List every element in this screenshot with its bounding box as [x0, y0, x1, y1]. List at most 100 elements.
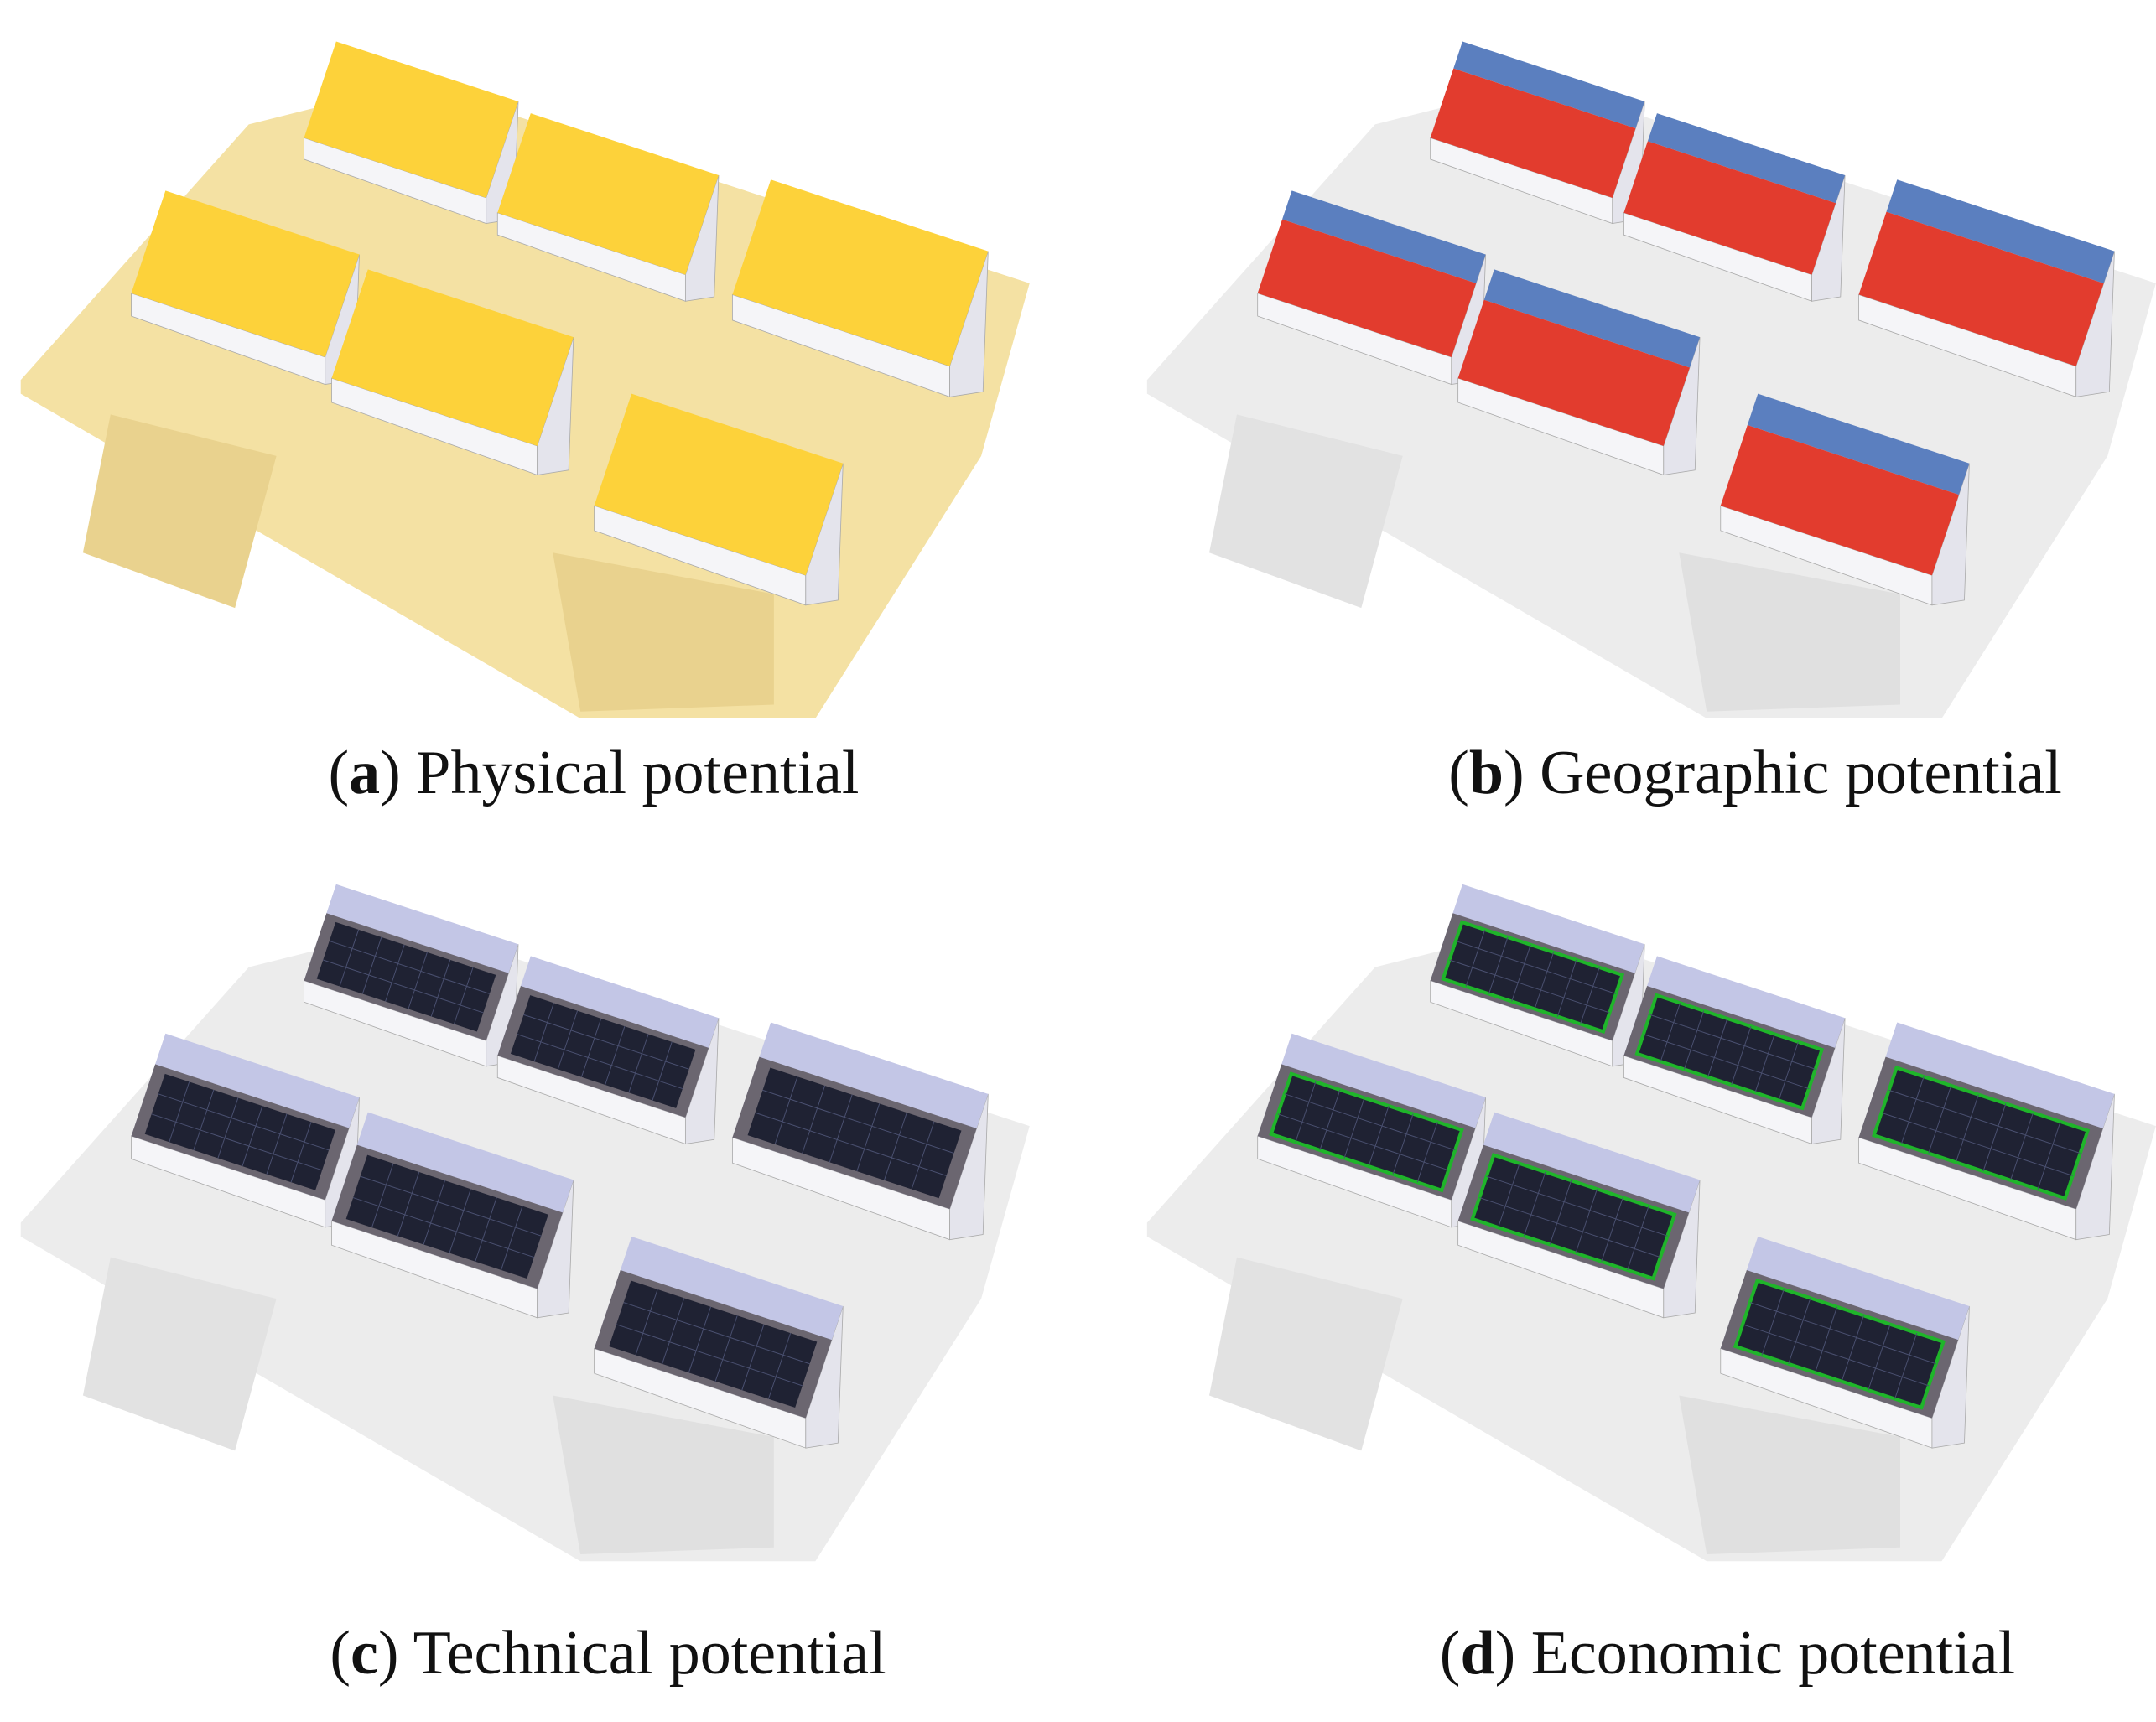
panel-grid — [408, 952, 428, 1009]
panel-grid — [1868, 1324, 1891, 1391]
roof — [131, 190, 360, 357]
gable-wall — [2075, 251, 2115, 397]
panel-grid — [533, 1003, 554, 1062]
panel-grid — [616, 1324, 803, 1387]
panel-grid — [1284, 1093, 1456, 1151]
panel-grid — [829, 1094, 853, 1163]
panel-image — [20, 41, 1030, 718]
panel-grid — [1815, 1306, 1838, 1373]
panel-grid — [741, 1324, 765, 1391]
caption-text: ) Technical potential — [377, 1619, 886, 1688]
panel-grid — [1761, 1289, 1785, 1356]
panel-grid — [774, 1076, 798, 1145]
panel-grid — [454, 967, 474, 1024]
panel-grid — [1649, 1014, 1816, 1070]
yard — [1679, 1395, 1900, 1554]
panel-grid — [1627, 1206, 1649, 1271]
panel-grid — [1549, 1180, 1572, 1245]
caption-text: ) Geographic potential — [1504, 739, 2062, 807]
solar-array — [316, 921, 496, 1032]
roof-south — [1430, 68, 1636, 198]
roof-south — [1457, 299, 1690, 446]
panel-grid — [628, 1034, 649, 1093]
yard — [553, 1395, 774, 1554]
panel-grid — [361, 936, 382, 994]
panel-grid — [652, 1041, 673, 1101]
panel-grid — [1660, 1003, 1681, 1062]
paren-open: ( — [328, 739, 350, 807]
panel-grid — [1575, 1189, 1598, 1253]
yard — [553, 552, 774, 712]
panel-grid — [517, 1034, 683, 1090]
caption-c: (c) Technical potential — [330, 1618, 886, 1689]
panel-grid — [1888, 1089, 2081, 1154]
panel-grid — [1455, 940, 1617, 994]
panel-image — [1146, 884, 2156, 1562]
panel-grid — [323, 959, 484, 1014]
panel-grid — [1683, 1010, 1705, 1070]
panel-grid — [1277, 1113, 1449, 1171]
panel-grid — [339, 929, 360, 987]
panel-grid — [1841, 1315, 1864, 1382]
solar-array — [747, 1067, 962, 1199]
roof — [594, 393, 844, 576]
panel-grid — [662, 1298, 685, 1364]
panel-grid — [1556, 959, 1577, 1017]
panel-image — [1146, 41, 2156, 718]
roof-south — [1858, 211, 2104, 366]
panel-grid — [1343, 1097, 1365, 1159]
panel-grid — [242, 1105, 263, 1167]
panel-grid — [523, 1014, 689, 1070]
panel-grid — [1894, 1332, 1918, 1399]
panel-grid — [1982, 1103, 2007, 1172]
panel-grid — [856, 1103, 881, 1172]
panel-grid — [1488, 936, 1509, 994]
panel-grid — [688, 1306, 711, 1373]
panel-grid — [1416, 1122, 1438, 1183]
panel-grid — [1449, 959, 1610, 1014]
panel-grid — [1534, 952, 1555, 1009]
panel-grid — [193, 1089, 215, 1151]
panel-grid — [1486, 1175, 1668, 1237]
yard — [1209, 414, 1403, 609]
roof-north — [1747, 393, 1970, 495]
panel-letter: d — [1460, 1619, 1495, 1688]
panel-grid — [557, 1010, 579, 1070]
solar-array — [510, 995, 696, 1108]
paren-open: ( — [330, 1619, 351, 1688]
panel-grid — [605, 1026, 626, 1086]
yard — [82, 1257, 277, 1451]
panel-grid — [581, 1018, 602, 1077]
panel-grid — [290, 1122, 312, 1183]
panel-grid — [883, 1112, 907, 1180]
panel-grid — [2010, 1112, 2034, 1180]
panel-letter: a — [349, 739, 381, 807]
panel-grid — [1742, 1324, 1930, 1387]
gable-wall — [684, 1018, 720, 1145]
panel-grid — [1881, 1112, 2073, 1176]
paren-open: ( — [1439, 1619, 1461, 1688]
panel-grid — [158, 1093, 330, 1151]
panel-grid — [1392, 1113, 1414, 1175]
roof-north — [1647, 113, 1846, 204]
caption-text: ) Economic potential — [1494, 1619, 2016, 1688]
solar-array — [1441, 920, 1625, 1035]
panel-letter: c — [351, 1619, 378, 1688]
solar-array — [609, 1280, 818, 1408]
panel-grid — [1498, 1163, 1520, 1228]
panel-grid — [1928, 1085, 1952, 1154]
panel-grid — [360, 1175, 542, 1237]
panel-grid — [352, 1197, 535, 1258]
panel-grid — [1778, 1041, 1799, 1101]
panel-grid — [475, 1197, 497, 1262]
panel-grid — [1368, 1105, 1390, 1167]
roof-north — [1483, 269, 1701, 368]
panel-grid — [635, 1289, 658, 1356]
roof-north — [1453, 41, 1645, 129]
gable-wall — [949, 1093, 989, 1241]
panel-grid — [1465, 929, 1486, 987]
panel-grid — [151, 1113, 323, 1171]
solar-array — [1733, 1278, 1946, 1410]
panel-grid — [1955, 1094, 1979, 1163]
